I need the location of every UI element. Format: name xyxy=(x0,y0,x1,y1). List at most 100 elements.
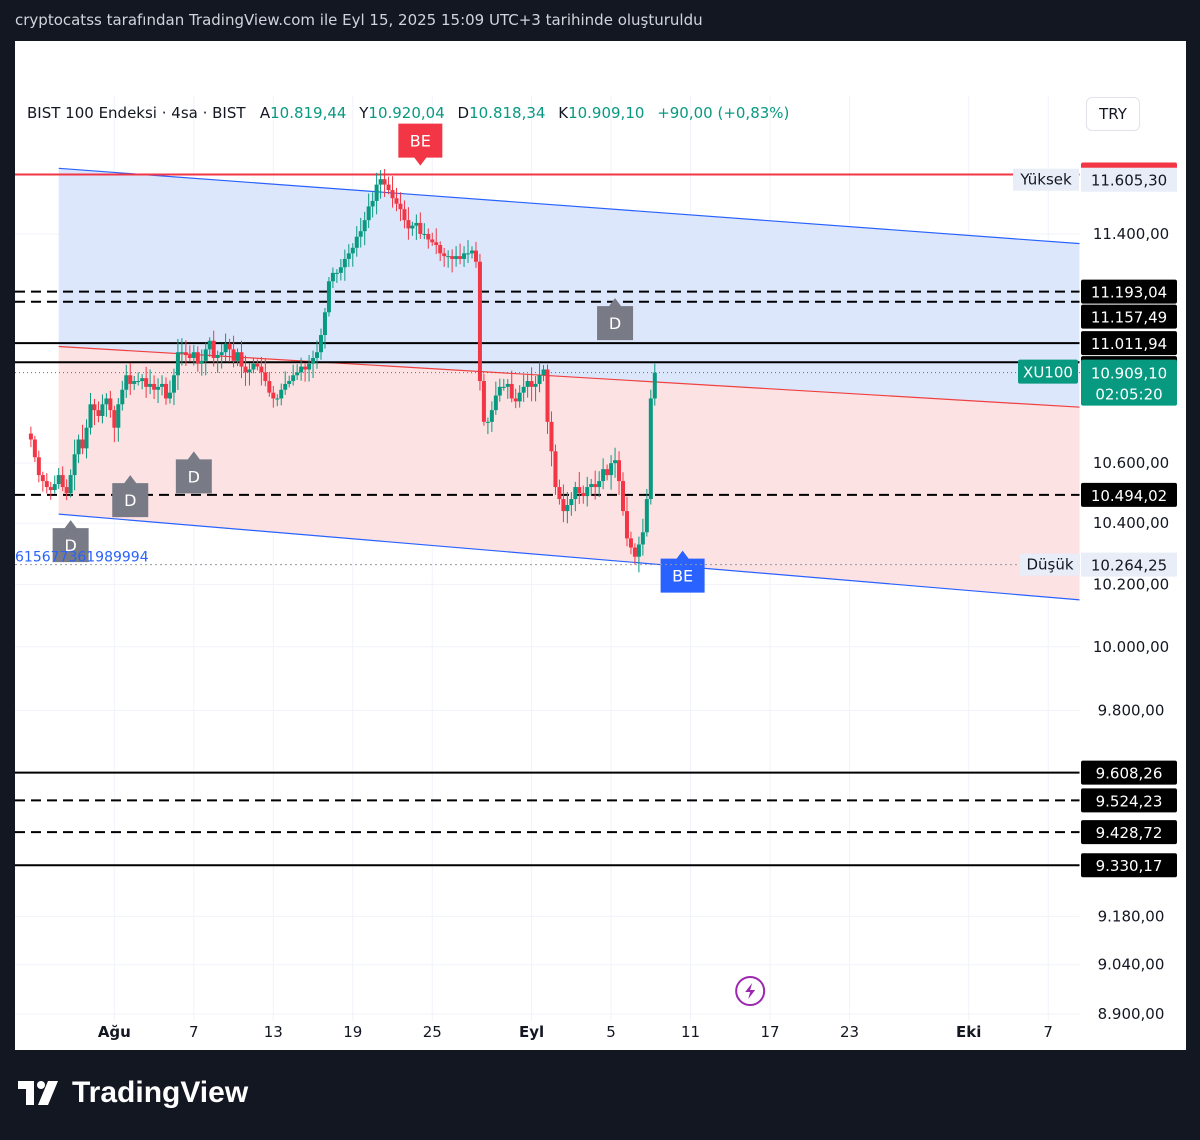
candle-body xyxy=(374,184,379,201)
level-price-box-bg xyxy=(1081,820,1177,845)
candle-body xyxy=(211,340,216,358)
candle-body xyxy=(418,222,423,234)
candle-body xyxy=(338,267,343,273)
time-tick-label: 13 xyxy=(264,1023,283,1041)
level-price-box-text: 11.157,49 xyxy=(1091,309,1167,327)
candle-body xyxy=(462,253,467,259)
candle-body xyxy=(164,383,169,399)
candle-body xyxy=(545,369,550,422)
level-price-box-bg xyxy=(1081,304,1177,329)
price-tick-label: 8.900,00 xyxy=(1098,1005,1165,1023)
candle-body xyxy=(505,383,510,387)
candle-body xyxy=(267,381,272,393)
candle-body xyxy=(601,469,606,482)
candle-body xyxy=(68,475,73,494)
candle-body xyxy=(585,487,590,497)
candle-body xyxy=(493,395,498,411)
chart-panel[interactable]: D D D D BE BE 11.400,00 10.600,00 10.400,00 10.2… xyxy=(15,41,1186,1050)
candle-body xyxy=(430,239,435,243)
badge-text: D xyxy=(64,536,76,555)
candle-body xyxy=(426,233,431,240)
level-price-box: 11.193,04 xyxy=(1081,279,1177,304)
candle-body xyxy=(112,410,117,428)
signal-badge: D xyxy=(52,520,89,563)
candle-body xyxy=(621,481,626,512)
candle-body xyxy=(56,475,61,485)
candle-body xyxy=(533,383,538,387)
candle-body xyxy=(489,410,494,422)
candle-body xyxy=(589,484,594,488)
time-tick-label: Eki xyxy=(956,1023,981,1041)
candle-body xyxy=(84,427,89,449)
candle-body xyxy=(132,381,137,384)
lightning-icon-ring xyxy=(735,976,766,1006)
high-marker-label: Yüksek xyxy=(1019,171,1072,189)
level-price-box-bg xyxy=(1081,788,1177,813)
candle-body xyxy=(195,352,200,364)
candle-body xyxy=(362,220,367,232)
candle-body xyxy=(303,366,308,370)
low-value: 10.818,34 xyxy=(469,104,546,122)
candle-body xyxy=(366,206,371,221)
horizontal-levels xyxy=(15,173,1080,867)
lightning-icon xyxy=(735,976,766,1006)
candle-body xyxy=(187,355,192,358)
upper-channel-fill xyxy=(58,168,1080,408)
candle-body xyxy=(652,372,657,399)
candle-body xyxy=(215,355,220,358)
candle-body xyxy=(450,256,455,259)
candle-body xyxy=(605,469,610,476)
candle-body xyxy=(116,404,121,428)
candle-body xyxy=(144,378,149,387)
signal-badge: D xyxy=(597,298,634,341)
tradingview-wordmark: TradingView xyxy=(72,1076,249,1109)
candle-body xyxy=(311,357,316,364)
level-price-box-text: 9.330,17 xyxy=(1096,857,1163,875)
candle-body xyxy=(152,383,157,390)
badge-shape xyxy=(52,520,89,563)
candle-body xyxy=(549,421,554,452)
candle-body xyxy=(517,392,522,402)
candle-body xyxy=(414,222,419,226)
candle-body xyxy=(525,381,530,387)
candle-body xyxy=(203,349,208,361)
level-price-box-bg xyxy=(1081,760,1177,785)
lightning-icon-bolt xyxy=(745,983,756,999)
candle-body xyxy=(513,398,518,402)
signal-badge: BE xyxy=(398,123,443,166)
low-marker: Düşük 10.264,25 xyxy=(15,552,1177,577)
candle-body xyxy=(199,360,204,364)
candle-body xyxy=(402,209,407,221)
high-marker-value: 11.605,30 xyxy=(1091,172,1167,190)
candle-body xyxy=(279,389,284,399)
candle-body xyxy=(36,457,41,476)
price-axis[interactable]: 11.400,00 10.600,00 10.400,00 10.200,00 10.0… xyxy=(1079,41,1186,1050)
time-tick-label: 7 xyxy=(189,1023,199,1041)
candle-body xyxy=(350,247,355,254)
candle-body xyxy=(271,392,276,399)
candle-body xyxy=(251,363,256,370)
candle-body xyxy=(72,454,77,476)
close-label: K xyxy=(558,104,569,122)
candle-body xyxy=(175,352,180,376)
time-axis[interactable]: Ağu 7 13 19 25 Eyl 5 11 17 23 Eki 7 xyxy=(98,1023,1053,1041)
signal-badge: BE xyxy=(660,550,705,593)
badge-shape xyxy=(112,475,149,518)
price-chart[interactable]: D D D D BE BE 11.400,00 10.600,00 10.400,00 10.2… xyxy=(15,41,1186,1050)
candle-body xyxy=(632,547,637,557)
candle-body xyxy=(88,404,93,428)
candle-body xyxy=(648,398,653,500)
candle-body xyxy=(120,389,125,405)
candle-body xyxy=(370,200,375,207)
candle-body xyxy=(64,487,69,494)
currency-button[interactable]: TRY xyxy=(1086,97,1140,131)
candle-body xyxy=(326,281,331,313)
candle-body xyxy=(76,439,81,455)
signal-badge: D xyxy=(175,451,212,494)
candle-body xyxy=(255,363,260,367)
candle-body xyxy=(454,256,459,259)
candle-body xyxy=(613,460,618,464)
time-tick-label: 23 xyxy=(840,1023,859,1041)
badge-text: BE xyxy=(672,567,693,586)
candle-body xyxy=(509,383,514,399)
